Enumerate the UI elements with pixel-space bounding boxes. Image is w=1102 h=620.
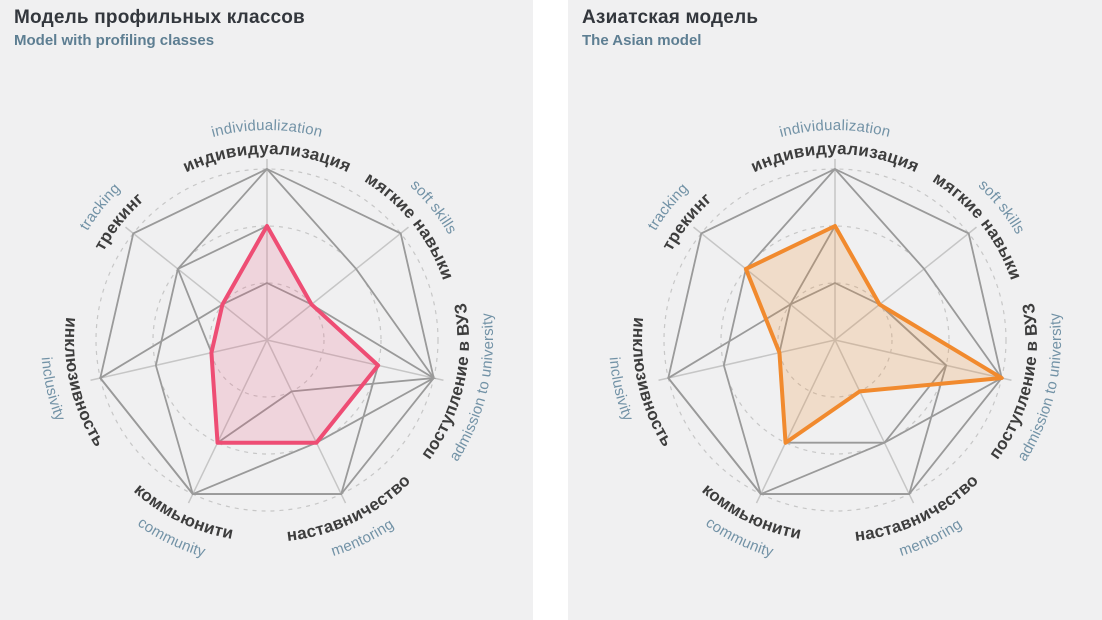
axis-spoke xyxy=(755,339,836,504)
panel-profiling-classes: Модель профильных классов Model with pro… xyxy=(0,0,533,620)
background-model-polygon xyxy=(154,167,435,496)
grid-ring xyxy=(95,168,439,512)
axis-label-text: individualization xyxy=(778,117,892,141)
label-arc-path xyxy=(65,192,207,533)
axis-label-en: individualization xyxy=(778,117,893,141)
axis-spoke xyxy=(187,339,268,504)
axis-label-text: инклюзивность xyxy=(61,317,109,450)
grid-rings xyxy=(663,168,1007,512)
axis-spoke xyxy=(266,339,444,382)
radar-chart-asian-model: индивидуализацияindividualizationмягкие … xyxy=(606,117,1065,561)
axis-spoke xyxy=(90,339,268,382)
panel-asian-model: Азиатская модель The Asian model индивид… xyxy=(568,0,1102,620)
panel-title: Азиатская модель xyxy=(582,7,759,28)
axis-spokes xyxy=(90,159,444,504)
axis-label-ru: инклюзивность xyxy=(629,317,677,450)
axis-label-text: individualization xyxy=(210,117,324,141)
panel-title-block: Модель профильных классов Model with pro… xyxy=(14,6,305,50)
panel-subtitle: The Asian model xyxy=(582,31,702,49)
grid-ring xyxy=(777,282,893,398)
background-model-polygon xyxy=(666,282,948,495)
grid-ring xyxy=(720,225,950,455)
axis-spoke xyxy=(834,226,977,341)
axis-spoke xyxy=(834,339,1012,382)
background-model-polygon xyxy=(176,224,437,445)
axis-label-en: individualization xyxy=(210,117,325,141)
highlight-model-polygon xyxy=(209,224,381,445)
highlight-model-polygon xyxy=(743,224,1004,445)
axis-spoke xyxy=(834,339,915,504)
axis-label-text: инклюзивность xyxy=(629,317,677,450)
axis-spoke xyxy=(125,226,268,341)
background-model-polygon xyxy=(722,167,1003,496)
panel-title: Модель профильных классов xyxy=(14,7,305,28)
axis-spoke xyxy=(266,226,409,341)
grid-rings xyxy=(95,168,439,512)
panel-subtitle: Model with profiling classes xyxy=(14,31,215,49)
axis-spoke xyxy=(658,339,836,382)
panel-title-block: Азиатская модель The Asian model xyxy=(582,6,758,50)
grid-ring xyxy=(152,225,382,455)
axis-spokes xyxy=(658,159,1012,504)
axis-spoke xyxy=(693,226,836,341)
axis-spoke xyxy=(266,339,347,504)
grid-ring xyxy=(209,282,325,398)
axis-label-ru: инклюзивность xyxy=(61,317,109,450)
label-arc-path xyxy=(633,192,775,533)
radar-chart-profiling-classes: индивидуализацияindividualizationмягкие … xyxy=(38,117,497,561)
grid-ring xyxy=(663,168,1007,512)
